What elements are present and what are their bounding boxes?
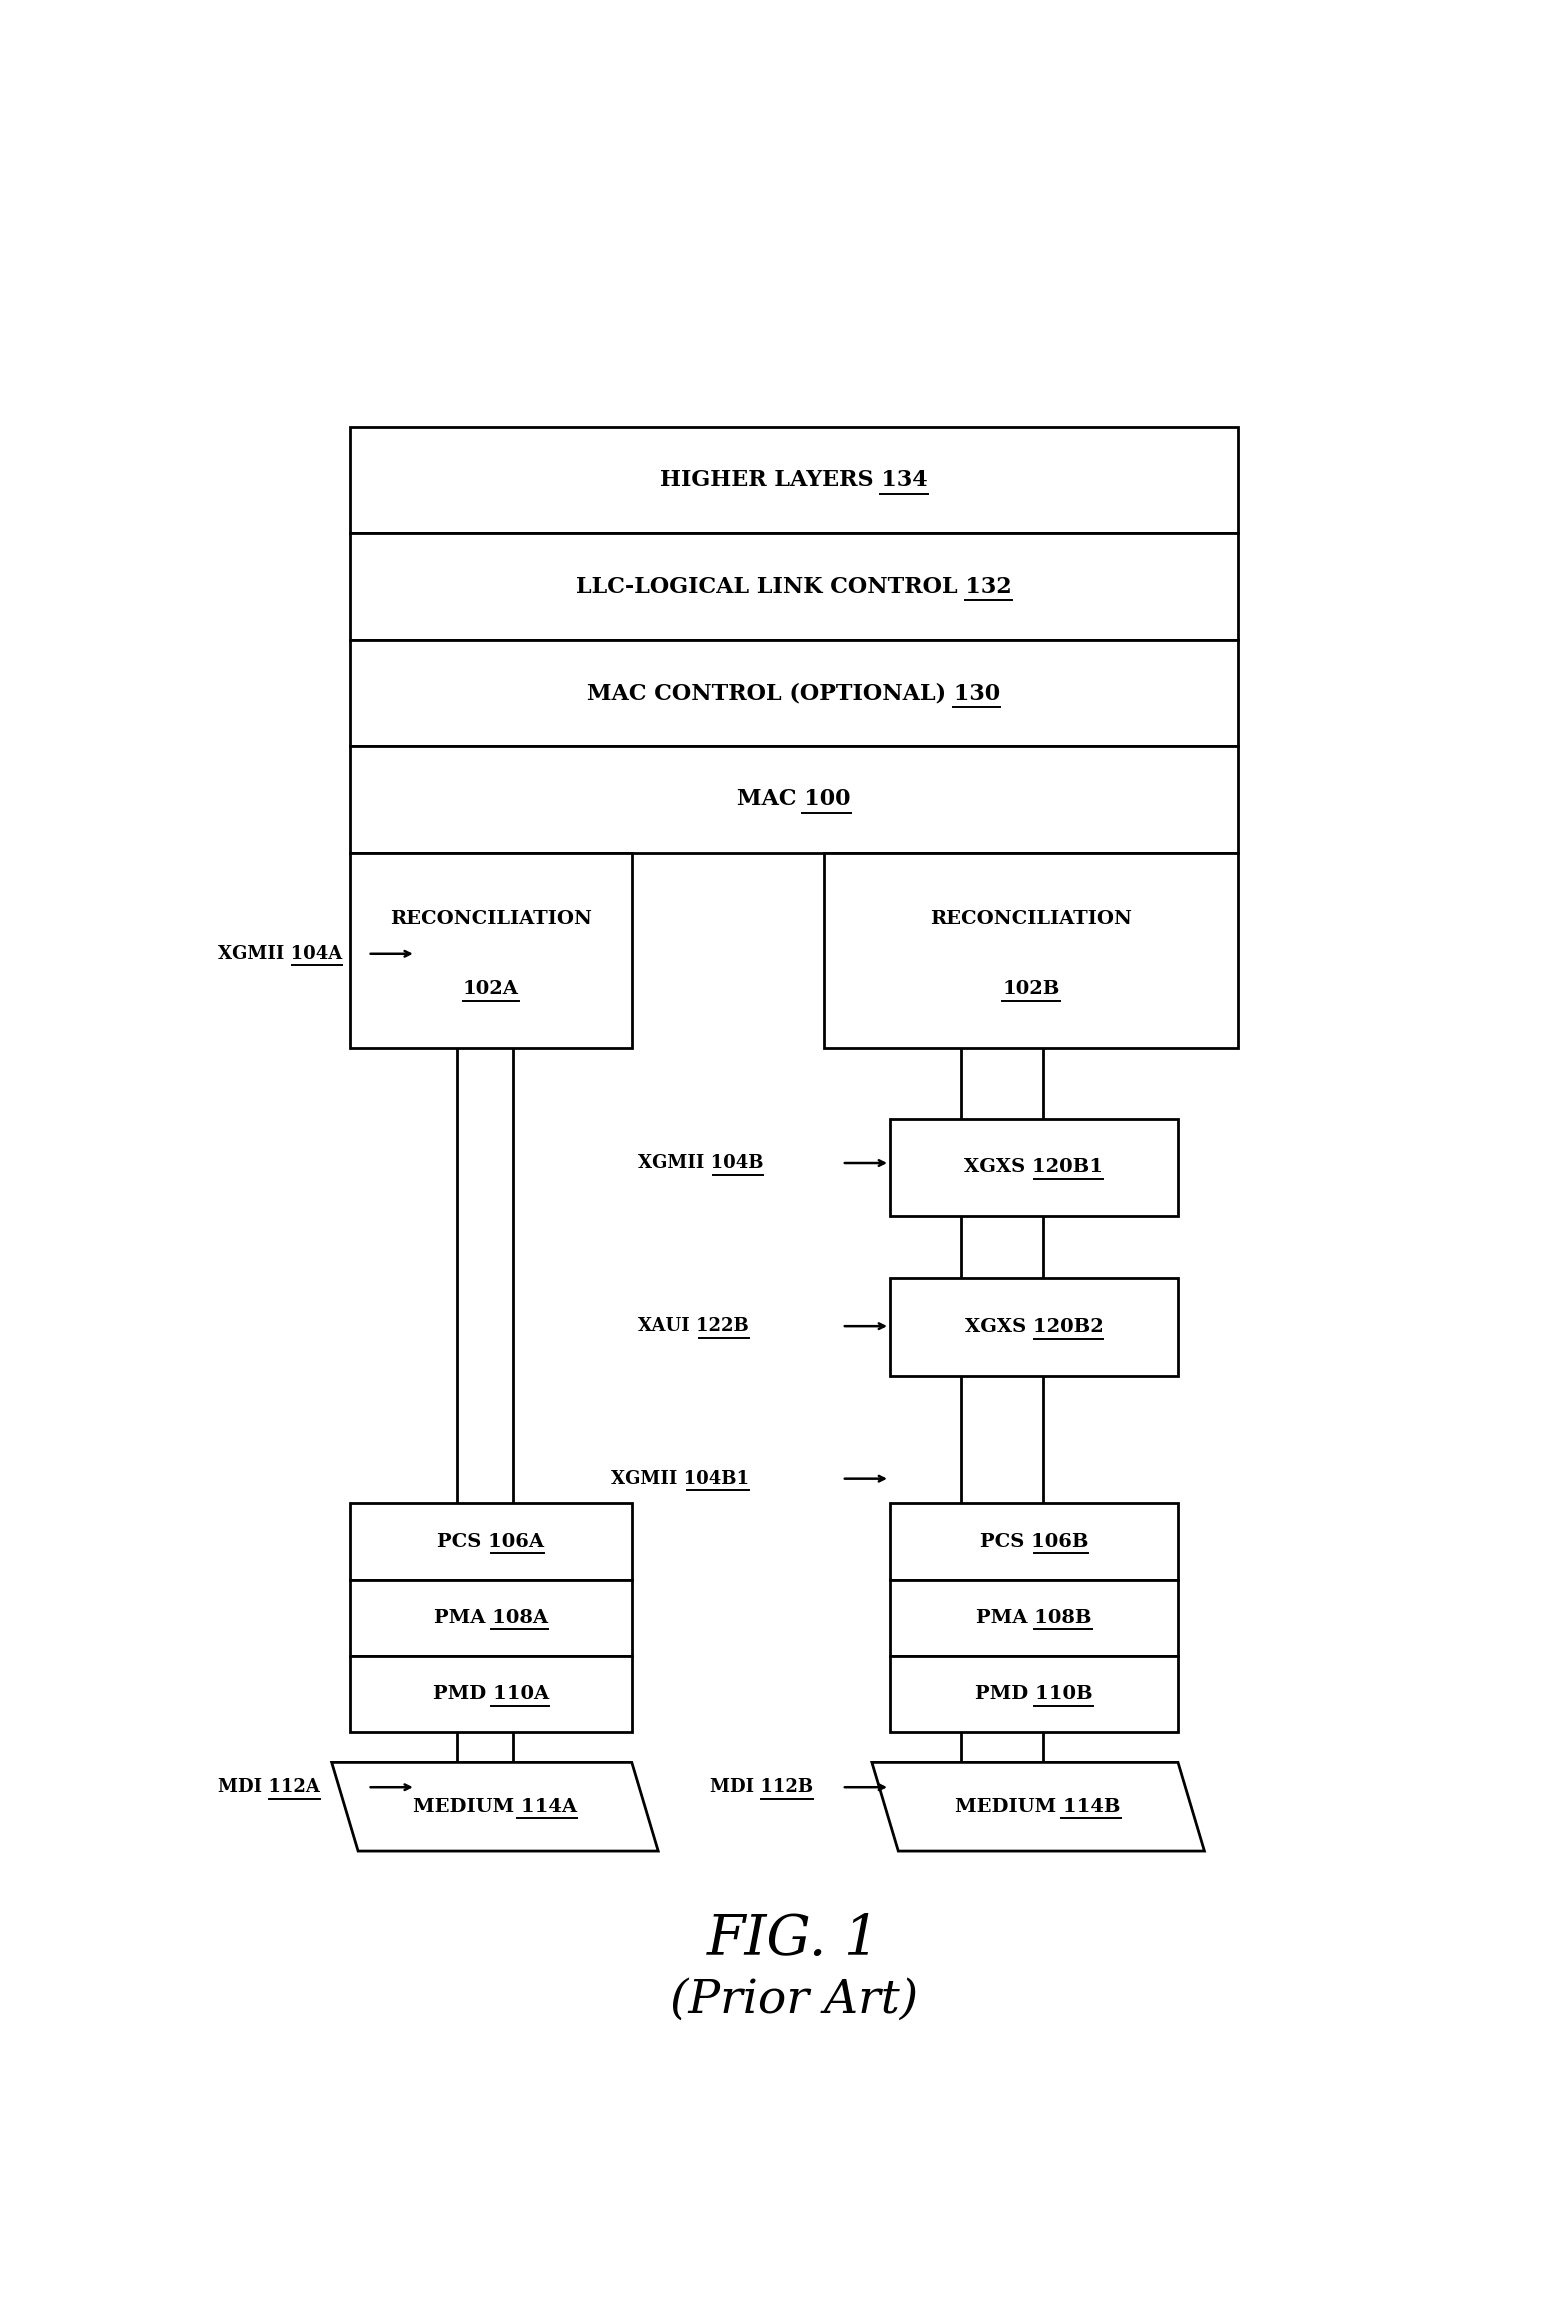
Text: PCS 106B: PCS 106B xyxy=(979,1531,1089,1550)
Bar xyxy=(350,1504,632,1580)
Bar xyxy=(350,1580,632,1656)
Text: PMA 108B: PMA 108B xyxy=(976,1610,1092,1626)
Text: (Prior Art): (Prior Art) xyxy=(669,1978,919,2022)
Text: MAC CONTROL (OPTIONAL) 130: MAC CONTROL (OPTIONAL) 130 xyxy=(587,682,1001,705)
Text: HIGHER LAYERS 134: HIGHER LAYERS 134 xyxy=(660,470,928,491)
Text: MDI 112A: MDI 112A xyxy=(217,1778,319,1796)
Text: PCS 106A: PCS 106A xyxy=(437,1531,544,1550)
Text: LLC-LOGICAL LINK CONTROL 132: LLC-LOGICAL LINK CONTROL 132 xyxy=(576,576,1011,599)
Text: XGMII 104B1: XGMII 104B1 xyxy=(612,1469,750,1488)
Bar xyxy=(889,1504,1179,1580)
Text: MEDIUM 114A: MEDIUM 114A xyxy=(414,1799,576,1815)
Text: PMA 108A: PMA 108A xyxy=(434,1610,548,1626)
Bar xyxy=(889,1580,1179,1656)
Text: PMD 110A: PMD 110A xyxy=(432,1686,548,1704)
Text: FIG. 1: FIG. 1 xyxy=(708,1911,880,1967)
Polygon shape xyxy=(872,1762,1205,1852)
Bar xyxy=(350,746,1238,852)
Bar xyxy=(824,852,1238,1048)
Text: MEDIUM 114B: MEDIUM 114B xyxy=(956,1799,1121,1815)
Bar xyxy=(350,534,1238,640)
Text: RECONCILIATION: RECONCILIATION xyxy=(929,910,1132,928)
Text: 102A: 102A xyxy=(463,981,519,997)
Bar xyxy=(350,1656,632,1732)
Text: XGXS 120B2: XGXS 120B2 xyxy=(965,1317,1103,1336)
Bar xyxy=(889,1278,1179,1375)
Bar xyxy=(889,1119,1179,1216)
Text: PMD 110B: PMD 110B xyxy=(976,1686,1092,1704)
Text: XGMII 104B: XGMII 104B xyxy=(638,1154,764,1172)
Text: MDI 112B: MDI 112B xyxy=(709,1778,813,1796)
Text: 102B: 102B xyxy=(1002,981,1060,997)
Bar xyxy=(350,640,1238,746)
Polygon shape xyxy=(331,1762,658,1852)
Text: XAUI 122B: XAUI 122B xyxy=(638,1317,748,1336)
Bar xyxy=(889,1656,1179,1732)
Text: RECONCILIATION: RECONCILIATION xyxy=(390,910,592,928)
Text: XGXS 120B1: XGXS 120B1 xyxy=(965,1158,1103,1177)
Bar xyxy=(350,852,632,1048)
Bar xyxy=(350,426,1238,534)
Text: MAC 100: MAC 100 xyxy=(737,788,850,811)
Text: XGMII 104A: XGMII 104A xyxy=(217,944,342,963)
